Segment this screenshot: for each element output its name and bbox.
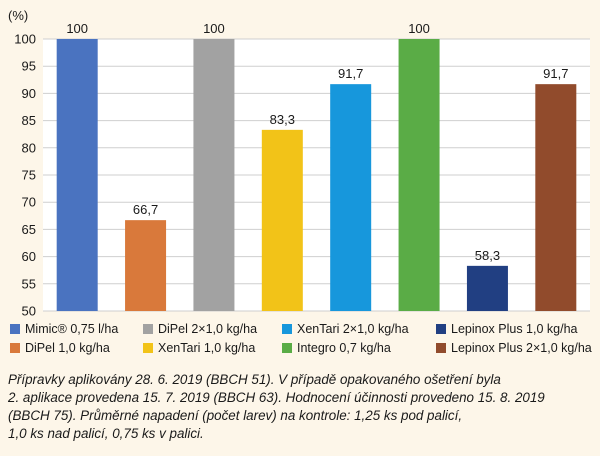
y-tick-label: 65 — [22, 222, 36, 237]
legend-item: Lepinox Plus 1,0 kg/ha — [436, 322, 595, 336]
y-tick-label: 75 — [22, 168, 36, 183]
legend-swatch — [282, 343, 292, 353]
legend-label: XenTari 2×1,0 kg/ha — [297, 322, 409, 336]
legend-item: XenTari 2×1,0 kg/ha — [282, 322, 436, 336]
legend-item: DiPel 1,0 kg/ha — [10, 341, 143, 355]
bar — [330, 84, 372, 311]
legend-swatch — [282, 324, 292, 334]
legend: Mimic® 0,75 l/ha DiPel 2×1,0 kg/ha XenTa… — [10, 322, 595, 355]
legend-label: Lepinox Plus 2×1,0 kg/ha — [451, 341, 592, 355]
legend-item: Lepinox Plus 2×1,0 kg/ha — [436, 341, 595, 355]
bar-value-label: 100 — [408, 21, 430, 36]
legend-item: DiPel 2×1,0 kg/ha — [143, 322, 282, 336]
legend-label: XenTari 1,0 kg/ha — [158, 341, 256, 355]
bar — [261, 129, 303, 311]
legend-item: Integro 0,7 kg/ha — [282, 341, 436, 355]
bar-value-label: 58,3 — [475, 248, 500, 263]
legend-swatch — [436, 343, 446, 353]
bars — [56, 39, 577, 311]
caption-line: 2. aplikace provedena 15. 7. 2019 (BBCH … — [8, 390, 545, 405]
caption-line: Přípravky aplikovány 28. 6. 2019 (BBCH 5… — [8, 372, 501, 387]
bar-value-label: 91,7 — [543, 66, 568, 81]
y-axis: 50 55 60 65 70 75 80 85 90 95 100 — [14, 32, 36, 319]
bar — [535, 84, 577, 311]
y-tick-label: 50 — [22, 304, 36, 319]
y-tick-label: 80 — [22, 140, 36, 155]
y-tick-label: 55 — [22, 276, 36, 291]
y-tick-label: 95 — [22, 59, 36, 74]
bar — [466, 265, 508, 311]
legend-label: DiPel 2×1,0 kg/ha — [158, 322, 258, 336]
bar-value-label: 100 — [66, 21, 88, 36]
legend-swatch — [436, 324, 446, 334]
legend-label: Lepinox Plus 1,0 kg/ha — [451, 322, 578, 336]
bar — [398, 39, 440, 311]
y-tick-label: 100 — [14, 32, 36, 47]
legend-label: Integro 0,7 kg/ha — [297, 341, 391, 355]
bar — [193, 39, 235, 311]
bar-chart: 50 55 60 65 70 75 80 85 90 95 100 100 66,7 100 83,3 91… — [8, 8, 590, 319]
bar-value-label: 100 — [203, 21, 225, 36]
y-tick-label: 70 — [22, 195, 36, 210]
legend-swatch — [10, 343, 20, 353]
caption-line: (BBCH 75). Průměrné napadení (počet lare… — [8, 408, 463, 423]
y-tick-label: 85 — [22, 113, 36, 128]
y-unit-label: (%) — [8, 8, 28, 23]
bar — [56, 39, 98, 311]
legend-item: Mimic® 0,75 l/ha — [10, 322, 143, 336]
legend-label: Mimic® 0,75 l/ha — [25, 322, 119, 336]
bar-value-label: 91,7 — [338, 66, 363, 81]
bar — [125, 220, 167, 311]
y-tick-label: 60 — [22, 249, 36, 264]
caption-line: 1,0 ks nad palicí, 0,75 ks v palici. — [8, 426, 204, 441]
legend-item: XenTari 1,0 kg/ha — [143, 341, 282, 355]
bar-value-label: 66,7 — [133, 202, 158, 217]
legend-swatch — [143, 343, 153, 353]
bar-value-label: 83,3 — [270, 112, 295, 127]
figure-caption: Přípravky aplikovány 28. 6. 2019 (BBCH 5… — [8, 371, 593, 443]
legend-swatch — [143, 324, 153, 334]
legend-swatch — [10, 324, 20, 334]
y-tick-label: 90 — [22, 86, 36, 101]
data-labels: 100 66,7 100 83,3 91,7 100 58,3 91,7 — [66, 21, 568, 263]
legend-label: DiPel 1,0 kg/ha — [25, 341, 110, 355]
